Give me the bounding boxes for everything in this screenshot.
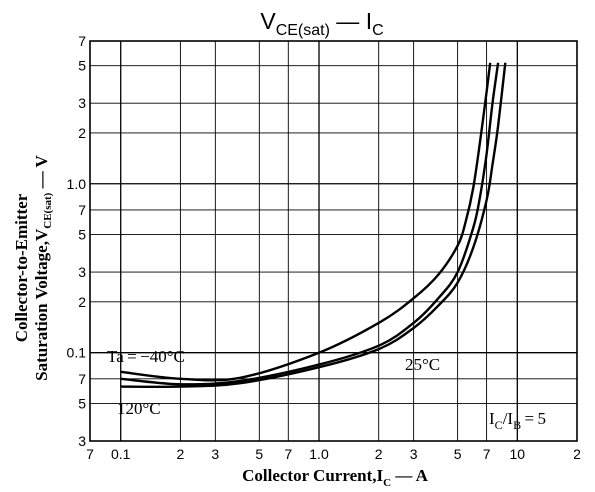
y-tick-label: 2	[78, 294, 86, 310]
annotation-25c: 25°C	[405, 355, 440, 374]
x-tick-label: 2	[375, 446, 383, 462]
y-axis-label-line2: Saturation Voltage,VCE(sat) — V	[32, 154, 54, 380]
y-tick-label: 7	[78, 202, 86, 218]
y-tick-label: 5	[78, 58, 86, 74]
x-tick-label: 7	[483, 446, 491, 462]
x-tick-label: 2	[573, 446, 581, 462]
y-tick-label: 5	[78, 396, 86, 412]
x-tick-label: 7	[86, 446, 94, 462]
y-tick-label: 7	[78, 371, 86, 387]
y-tick-label: 3	[78, 264, 86, 280]
x-tick-label: 0.1	[111, 446, 131, 462]
y-tick-label: 1.0	[67, 176, 87, 192]
x-tick-label: 3	[410, 446, 418, 462]
x-tick-label: 7	[284, 446, 292, 462]
annotation-ta-minus40: Ta = −40°C	[107, 347, 185, 366]
chart-title-rest: — I	[330, 8, 372, 34]
x-tick-label: 1.0	[309, 446, 329, 462]
x-tick-label: 10	[510, 446, 526, 462]
y-tick-label: 7	[78, 33, 86, 49]
y-tick-labels: 3 5 7 0.1 2 3 5 7 1.0 2 3 5 7	[67, 33, 87, 449]
grid	[90, 41, 577, 441]
series-line-ta-minus40	[120, 62, 492, 382]
y-axis-label-line1: Collector-to-Emitter	[12, 193, 31, 342]
y-axis-label: Collector-to-Emitter Saturation Voltage,…	[12, 154, 54, 380]
series-lines	[120, 62, 507, 389]
x-axis-label: Collector Current,IC — A	[242, 466, 429, 489]
series-line-120c	[120, 62, 507, 389]
chart-title-rest-sub: C	[372, 22, 384, 39]
chart-title-sub: CE(sat)	[276, 22, 330, 39]
plot-frame	[89, 40, 578, 442]
y-tick-label: 0.1	[67, 345, 87, 361]
x-tick-label: 5	[255, 446, 263, 462]
chart-title-main: V	[260, 8, 276, 34]
annotation-120c: 120°C	[117, 399, 161, 418]
chart-title: VCE(sat) — IC	[260, 8, 383, 39]
x-tick-label: 5	[454, 446, 462, 462]
annotation-ic-ib-ratio: IC/IB = 5	[489, 409, 546, 432]
x-tick-labels: 7 0.1 2 3 5 7 1.0 2 3 5 7 10 2	[86, 446, 581, 462]
x-tick-label: 2	[177, 446, 185, 462]
y-tick-label: 5	[78, 227, 86, 243]
y-tick-label: 3	[78, 433, 86, 449]
series-line-25c	[120, 62, 500, 386]
x-tick-label: 3	[211, 446, 219, 462]
y-tick-label: 3	[78, 95, 86, 111]
y-tick-label: 2	[78, 125, 86, 141]
